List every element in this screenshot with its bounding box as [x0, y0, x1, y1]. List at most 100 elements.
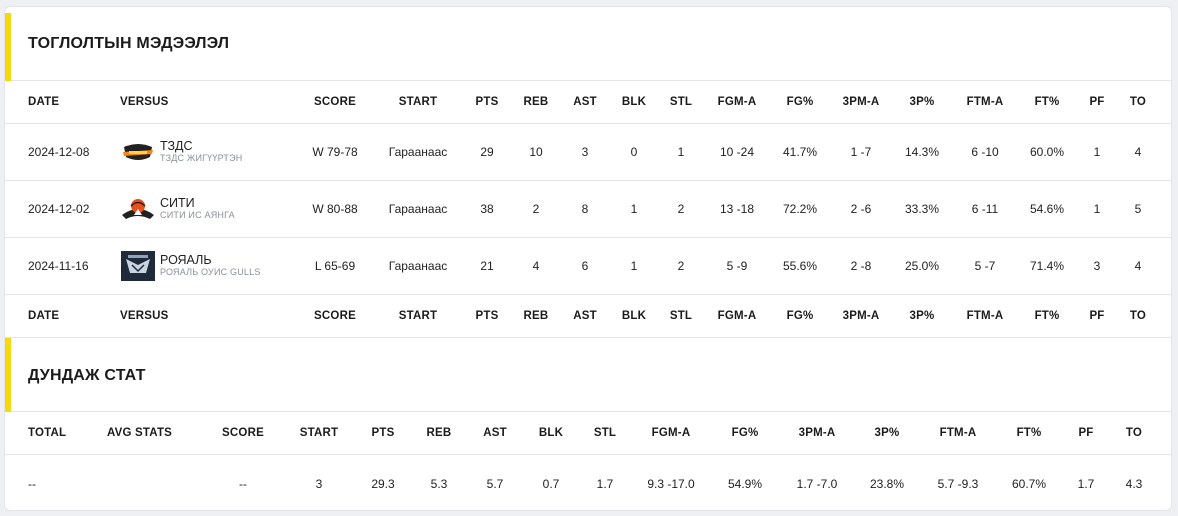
- averages-column-headers: TOTAL AVG STATS SCORE START PTS REB AST …: [5, 412, 1171, 455]
- col-pf: PF: [1089, 310, 1105, 322]
- 3pma-cell: 1 -7: [850, 145, 872, 159]
- col-fgma: FGM-A: [717, 96, 757, 108]
- versus-cell[interactable]: ТЗДС ТЗДС ЖИГҮҮРТЭН: [120, 124, 290, 180]
- col-ast: AST: [573, 310, 597, 322]
- pts-cell: 21: [480, 259, 494, 273]
- to-cell: 5: [1134, 202, 1142, 216]
- pf-cell: 1: [1093, 145, 1101, 159]
- col-3pma: 3PM-A: [798, 427, 836, 439]
- col-3pp: 3P%: [909, 96, 935, 108]
- col-pts: PTS: [371, 427, 395, 439]
- col-avg-stats: AVG STATS: [107, 427, 173, 439]
- col-score: SCORE: [314, 310, 356, 322]
- col-pts: PTS: [475, 310, 499, 322]
- score-cell: L 65-69: [314, 259, 356, 273]
- blk-cell: 1: [630, 259, 638, 273]
- tzds-logo-icon: [120, 137, 156, 167]
- game-log-footer-headers: DATE VERSUS SCORE START PTS REB AST BLK …: [5, 295, 1171, 338]
- table-row: 2024-12-02 СИТИ СИТИ ИС АЯНГА W 80-88: [5, 181, 1171, 238]
- date-cell: 2024-12-02: [28, 202, 90, 216]
- col-to: TO: [1129, 96, 1147, 108]
- col-date: DATE: [28, 96, 60, 108]
- col-start: START: [299, 427, 339, 439]
- avg-stats-cell: [107, 455, 197, 510]
- pf-cell: 1: [1093, 202, 1101, 216]
- col-versus: VERSUS: [120, 96, 169, 108]
- col-ftma: FTM-A: [939, 427, 977, 439]
- stl-cell: 1: [677, 145, 685, 159]
- col-ftma: FTM-A: [966, 310, 1004, 322]
- start-cell: Гараанаас: [388, 145, 448, 159]
- col-pf: PF: [1078, 427, 1094, 439]
- reb-cell: 10: [529, 145, 543, 159]
- start-cell: Гараанаас: [388, 259, 448, 273]
- team-full-name: СИТИ ИС АЯНГА: [160, 210, 235, 220]
- 3pp-cell: 25.0%: [904, 259, 940, 273]
- to-cell: 4.3: [1125, 476, 1143, 491]
- averages-title: ДУНДАЖ СТАТ: [28, 367, 146, 384]
- royal-logo-icon: [120, 251, 156, 281]
- col-start: START: [398, 96, 438, 108]
- table-row: 2024-11-16 РОЯАЛЬ РОЯАЛЬ ОУИС GULLS L 65…: [5, 238, 1171, 295]
- col-3pp: 3P%: [909, 310, 935, 322]
- col-pts: PTS: [475, 96, 499, 108]
- fgma-cell: 13 -18: [719, 202, 755, 216]
- col-stl: STL: [593, 427, 617, 439]
- col-fgp: FG%: [786, 310, 814, 322]
- team-name: РОЯАЛЬ: [160, 253, 212, 267]
- col-3pma: 3PM-A: [842, 310, 880, 322]
- col-total: TOTAL: [28, 427, 67, 439]
- fgma-cell: 9.3 -17.0: [647, 476, 695, 491]
- score-cell: W 80-88: [312, 202, 358, 216]
- reb-cell: 2: [532, 202, 540, 216]
- col-3pp: 3P%: [874, 427, 900, 439]
- col-reb: REB: [523, 310, 549, 322]
- to-cell: 4: [1134, 259, 1142, 273]
- col-to: TO: [1125, 427, 1143, 439]
- col-date: DATE: [28, 310, 60, 322]
- fgma-cell: 5 -9: [726, 259, 748, 273]
- ftp-cell: 60.7%: [1011, 476, 1047, 491]
- game-log-title: ТОГЛОЛТЫН МЭДЭЭЛЭЛ: [28, 35, 230, 52]
- team-name: ТЗДС: [160, 139, 193, 153]
- col-start: START: [398, 310, 438, 322]
- reb-cell: 5.3: [430, 476, 448, 491]
- pts-cell: 29.3: [371, 476, 395, 491]
- date-cell: 2024-12-08: [28, 145, 90, 159]
- ftma-cell: 6 -10: [971, 145, 999, 159]
- fgp-cell: 41.7%: [782, 145, 818, 159]
- player-stats-card: ТОГЛОЛТЫН МЭДЭЭЛЭЛ DATE VERSUS SCORE STA…: [4, 6, 1172, 511]
- team-name: СИТИ: [160, 196, 195, 210]
- accent-bar: [5, 338, 11, 412]
- to-cell: 4: [1134, 145, 1142, 159]
- team-full-name: РОЯАЛЬ ОУИС GULLS: [160, 267, 261, 277]
- col-ast: AST: [483, 427, 507, 439]
- blk-cell: 0.7: [542, 476, 560, 491]
- start-cell: Гараанаас: [388, 202, 448, 216]
- 3pma-cell: 1.7 -7.0: [796, 476, 838, 491]
- ftp-cell: 71.4%: [1029, 259, 1065, 273]
- col-stl: STL: [669, 310, 693, 322]
- col-blk: BLK: [621, 310, 647, 322]
- accent-bar: [5, 13, 11, 81]
- pf-cell: 1.7: [1077, 476, 1095, 491]
- date-cell: 2024-11-16: [28, 259, 89, 273]
- pf-cell: 3: [1093, 259, 1101, 273]
- col-fgma: FGM-A: [651, 427, 691, 439]
- col-ast: AST: [573, 96, 597, 108]
- versus-cell[interactable]: РОЯАЛЬ РОЯАЛЬ ОУИС GULLS: [120, 238, 290, 294]
- score-cell: W 79-78: [312, 145, 358, 159]
- col-ftp: FT%: [1016, 427, 1042, 439]
- ast-cell: 8: [581, 202, 589, 216]
- game-log-column-headers: DATE VERSUS SCORE START PTS REB AST BLK …: [5, 81, 1171, 124]
- ast-cell: 6: [581, 259, 589, 273]
- 3pp-cell: 33.3%: [904, 202, 940, 216]
- pts-cell: 38: [480, 202, 494, 216]
- col-reb: REB: [523, 96, 549, 108]
- col-pf: PF: [1089, 96, 1105, 108]
- versus-cell[interactable]: СИТИ СИТИ ИС АЯНГА: [120, 181, 290, 237]
- ast-cell: 3: [581, 145, 589, 159]
- col-ftp: FT%: [1034, 310, 1060, 322]
- team-full-name: ТЗДС ЖИГҮҮРТЭН: [160, 153, 243, 163]
- fgp-cell: 54.9%: [727, 476, 763, 491]
